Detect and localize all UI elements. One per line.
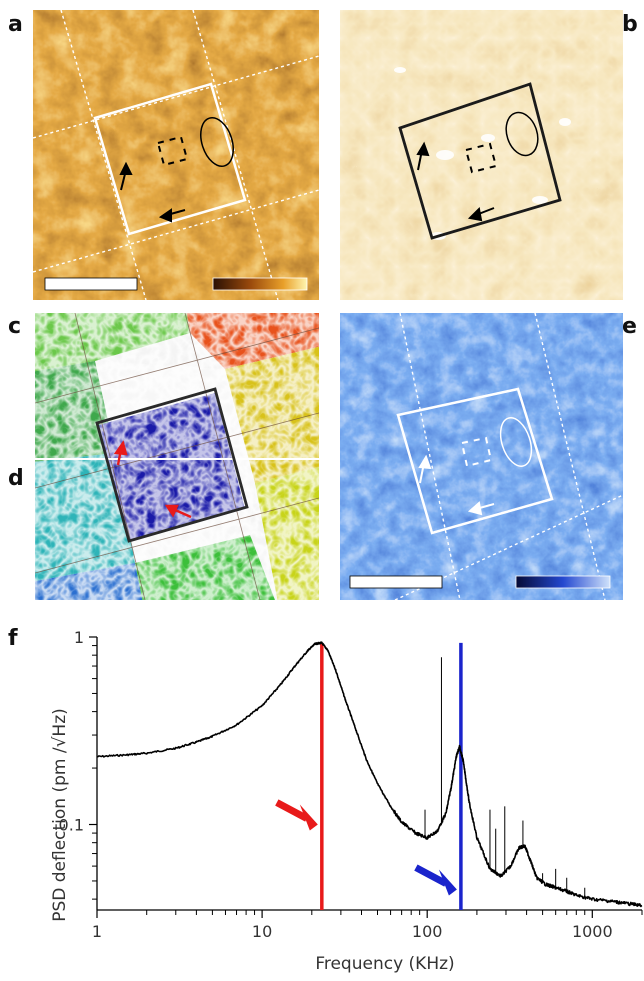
chart-arrows	[275, 799, 457, 896]
unit-cell-square-e	[396, 387, 554, 535]
ellipse-marker-e	[499, 417, 533, 467]
arrows-e	[418, 454, 495, 516]
colour-bar-e	[515, 575, 611, 589]
blue-annotation-arrow-head	[438, 869, 457, 896]
scale-bar-a	[44, 277, 138, 291]
panel-label-e: e	[622, 314, 637, 339]
arrows-a	[119, 161, 186, 223]
y-axis-label: PSD deflection (pm /√Hz)	[50, 708, 70, 922]
linker-lines	[35, 313, 319, 600]
psd-chart-panel-f: 1 10 100 1000 0.1 1 Frequency (KHz) PSD defle…	[0, 620, 644, 981]
x-tick-label: 1000	[572, 922, 613, 941]
red-annotation-arrow-shaft	[275, 799, 309, 822]
panel-label-f: f	[8, 626, 18, 651]
colour-bar-a	[212, 277, 308, 291]
panel-label-d: d	[8, 466, 24, 491]
scale-bar-e	[349, 575, 443, 589]
ribbon-structure	[35, 313, 319, 600]
y-tick-label: 1	[74, 628, 84, 647]
blue-annotation-arrow-shaft	[414, 864, 448, 887]
afm-image-panel-a	[33, 10, 319, 300]
lattice-lines-e	[394, 313, 623, 600]
x-tick-label: 1	[92, 922, 102, 941]
chart-axes	[96, 637, 642, 911]
panel-label-a: a	[8, 12, 23, 37]
ellipse-marker-b	[505, 111, 539, 157]
simulated-map-b	[340, 10, 623, 300]
unit-cell-square-cd	[95, 387, 249, 543]
chart-markers	[320, 642, 463, 910]
panel-label-b: b	[622, 12, 638, 37]
afm-image-e	[340, 313, 623, 600]
bracket-square-a	[156, 135, 189, 167]
ribbon-structure-panel-cd	[35, 313, 319, 600]
arrows-b	[416, 141, 495, 222]
arrows-cd	[113, 440, 192, 519]
unit-cell-square-b	[398, 82, 562, 240]
chart-series	[97, 641, 643, 908]
panel-label-c: c	[8, 314, 22, 339]
x-tick-label: 100	[412, 922, 443, 941]
psd-chart: 1 10 100 1000 0.1 1 Frequency (KHz) PSD defle…	[50, 628, 643, 974]
ellipse-marker-a	[200, 117, 234, 167]
x-tick-label: 10	[252, 922, 272, 941]
unit-cell-square-a	[93, 82, 247, 236]
simulated-map-panel-b	[340, 10, 623, 300]
chart-ticks: 1 10 100 1000 0.1 1	[59, 628, 643, 941]
afm-image-panel-e	[340, 313, 623, 600]
red-annotation-arrow-head	[299, 804, 318, 831]
y-tick-label: 0.1	[59, 816, 84, 835]
bracket-square-e	[460, 436, 493, 468]
bracket-square-b	[464, 142, 498, 174]
psd-curve	[97, 641, 643, 908]
afm-image-a	[33, 10, 319, 300]
lattice-lines-a	[33, 10, 319, 300]
x-axis-label: Frequency (KHz)	[315, 954, 454, 974]
